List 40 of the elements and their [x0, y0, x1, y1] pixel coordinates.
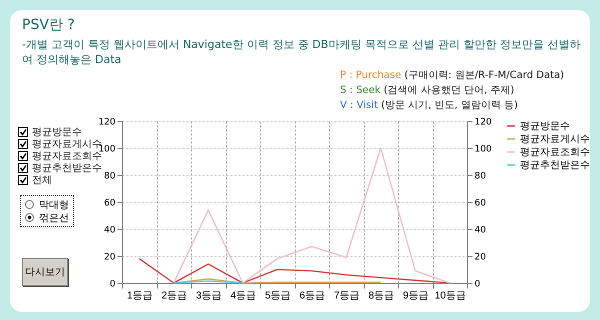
- y2-tick-label: 40: [474, 226, 486, 236]
- x-tick-label: 9등급: [402, 290, 429, 302]
- y-tick-label: 20: [104, 252, 116, 262]
- x-tick-label: 5등급: [264, 290, 291, 302]
- y2-tick-label: 120: [474, 118, 492, 128]
- chart-subtitle: -개별 고객이 특정 웹사이트에서 Navigate한 이력 정보 중 DB마케팅 목적으로 선별 관리 할만한 정보만을 선별하여 정의해놓은 Data: [22, 37, 582, 67]
- text: S : Seek (검색에 사용했던 단어, 주제): [340, 85, 514, 96]
- x-tick-label: 10등급: [434, 290, 466, 302]
- line-series: [138, 258, 450, 284]
- y-tick-label: 0: [110, 280, 116, 290]
- text: 전체: [32, 174, 52, 186]
- line-series: [173, 147, 450, 284]
- y2-tick-label: 20: [474, 252, 486, 262]
- legend-label: 평균자료게시수: [520, 134, 590, 145]
- text: 평균추천받은수: [32, 162, 102, 174]
- x-tick-label: 8등급: [368, 290, 394, 302]
- legend-label: 평균추천받은수: [520, 160, 590, 171]
- text: 꺾은선: [39, 212, 69, 224]
- y-tick-label: 40: [104, 226, 116, 236]
- button: 다시보기: [22, 258, 68, 286]
- y2-tick-label: 100: [474, 144, 492, 154]
- y2-tick-label: 60: [474, 198, 486, 208]
- text: 평균방문수: [32, 126, 82, 138]
- y-tick-label: 80: [104, 172, 116, 182]
- x-tick-label: 1등급: [126, 290, 153, 302]
- y2-tick-label: 80: [474, 172, 486, 182]
- y-tick-label: 120: [98, 118, 116, 128]
- y2-tick-label: 0: [474, 280, 480, 290]
- x-tick-label: 6등급: [299, 290, 326, 302]
- text: P : Purchase (구매이력: 원본/R-F-M/Card Data): [340, 70, 564, 81]
- x-tick-label: 7등급: [334, 290, 360, 302]
- text: V : Visit (방문 시기, 빈도, 열람이력 등): [340, 100, 518, 111]
- legend-label: 평균방문수: [520, 121, 570, 132]
- legend-label: 평균자료조회수: [520, 147, 590, 158]
- text: 막대형: [39, 198, 69, 212]
- y-tick-label: 60: [104, 198, 116, 208]
- x-tick-label: 2등급: [161, 290, 188, 302]
- x-tick-label: 3등급: [196, 290, 222, 302]
- chart-title: PSV란 ?: [22, 16, 75, 34]
- x-tick-label: 4등급: [230, 290, 256, 302]
